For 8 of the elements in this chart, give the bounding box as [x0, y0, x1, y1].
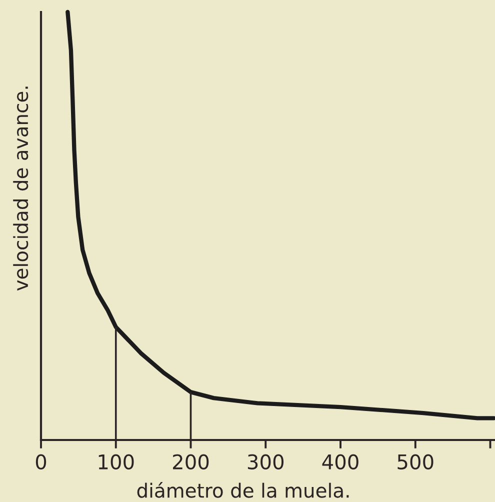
x-tick-label: 200 — [173, 454, 209, 470]
x-axis-title: diámetro de la muela. — [137, 482, 349, 498]
x-tick-label: 500 — [398, 454, 434, 470]
x-tick-label: 0 — [36, 454, 46, 470]
x-tick-label: 300 — [248, 454, 284, 470]
x-tick-label: 400 — [322, 454, 358, 470]
x-tick-label: 100 — [98, 454, 134, 470]
y-axis-title: velocidad de avance. — [13, 86, 28, 291]
